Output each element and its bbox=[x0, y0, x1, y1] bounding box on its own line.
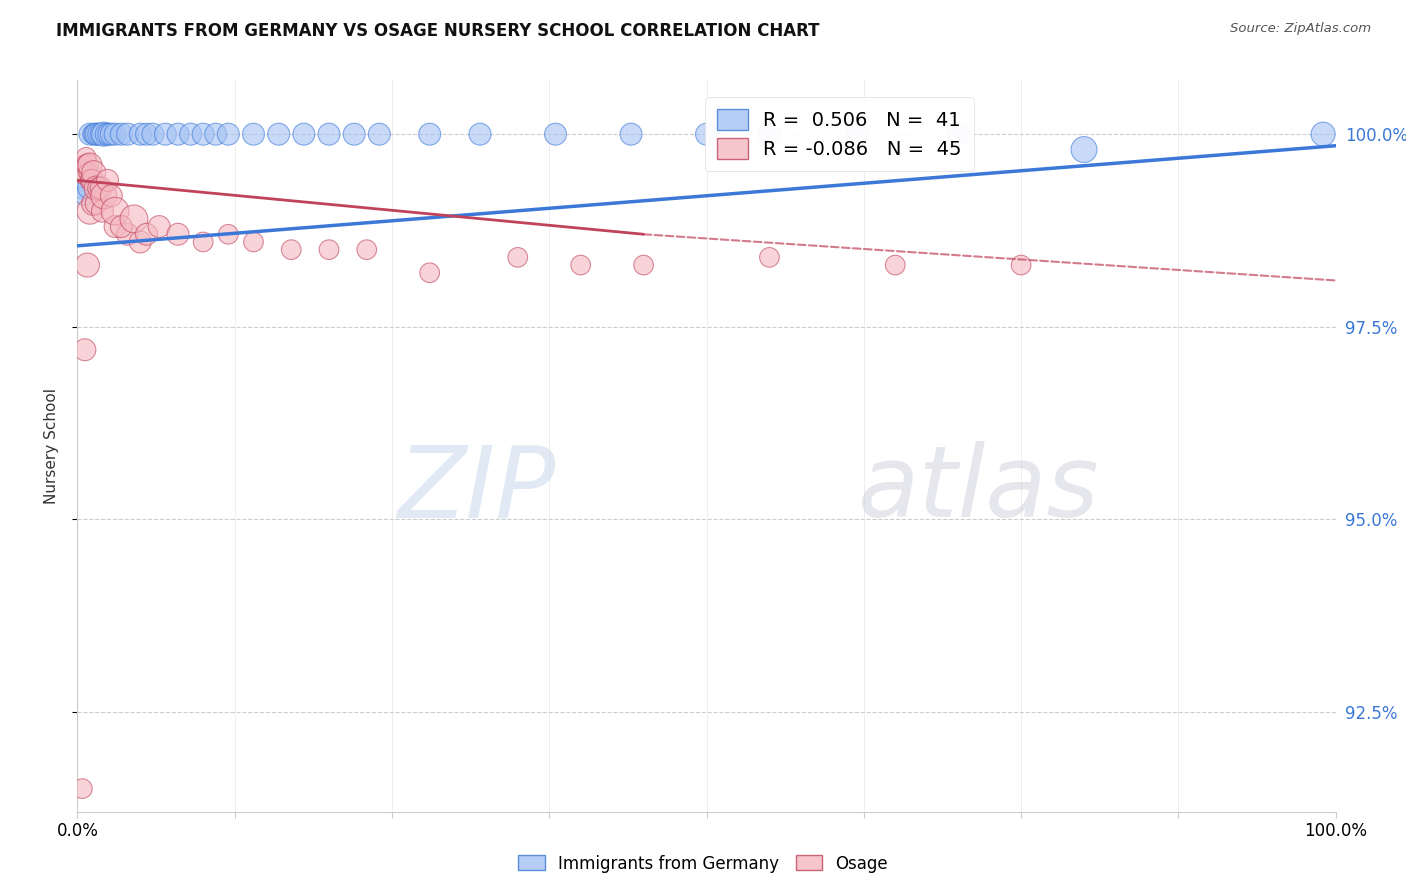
Point bbox=[83, 166, 105, 180]
Point bbox=[104, 204, 127, 219]
Point bbox=[155, 127, 177, 141]
Point bbox=[135, 227, 157, 242]
Point bbox=[242, 127, 264, 141]
Point bbox=[356, 243, 378, 257]
Point bbox=[84, 127, 107, 141]
Point bbox=[368, 127, 391, 141]
Point bbox=[76, 181, 98, 195]
Point bbox=[72, 158, 94, 172]
Point bbox=[419, 266, 441, 280]
Legend: Immigrants from Germany, Osage: Immigrants from Germany, Osage bbox=[512, 848, 894, 880]
Point bbox=[100, 127, 122, 141]
Point bbox=[84, 181, 107, 195]
Point bbox=[167, 127, 190, 141]
Point bbox=[73, 166, 96, 180]
Point bbox=[79, 204, 101, 219]
Point bbox=[468, 127, 491, 141]
Point bbox=[96, 173, 118, 187]
Point bbox=[191, 127, 215, 141]
Point bbox=[93, 127, 115, 141]
Point bbox=[948, 127, 970, 141]
Point bbox=[100, 188, 122, 202]
Point bbox=[884, 258, 907, 272]
Point bbox=[104, 127, 127, 141]
Point bbox=[72, 181, 94, 195]
Point bbox=[267, 127, 290, 141]
Point bbox=[318, 243, 340, 257]
Point bbox=[419, 127, 441, 141]
Point bbox=[142, 127, 165, 141]
Point bbox=[129, 235, 152, 249]
Point bbox=[318, 127, 340, 141]
Point bbox=[129, 127, 152, 141]
Point bbox=[93, 188, 115, 202]
Text: atlas: atlas bbox=[858, 442, 1099, 539]
Point bbox=[84, 196, 107, 211]
Point bbox=[1312, 127, 1334, 141]
Point bbox=[90, 127, 112, 141]
Point bbox=[104, 219, 127, 234]
Text: IMMIGRANTS FROM GERMANY VS OSAGE NURSERY SCHOOL CORRELATION CHART: IMMIGRANTS FROM GERMANY VS OSAGE NURSERY… bbox=[56, 22, 820, 40]
Point bbox=[82, 173, 104, 187]
Point bbox=[77, 166, 100, 180]
Point bbox=[90, 181, 112, 195]
Point bbox=[73, 343, 96, 357]
Point bbox=[117, 227, 139, 242]
Point bbox=[180, 127, 202, 141]
Point bbox=[135, 127, 157, 141]
Point bbox=[73, 188, 96, 202]
Point bbox=[846, 127, 869, 141]
Point bbox=[110, 219, 132, 234]
Point bbox=[204, 127, 226, 141]
Y-axis label: Nursery School: Nursery School bbox=[44, 388, 59, 504]
Point bbox=[83, 196, 105, 211]
Point bbox=[80, 173, 103, 187]
Point bbox=[242, 235, 264, 249]
Point bbox=[292, 127, 315, 141]
Point bbox=[117, 127, 139, 141]
Point bbox=[70, 166, 93, 180]
Point bbox=[343, 127, 366, 141]
Point bbox=[217, 127, 239, 141]
Point bbox=[96, 127, 118, 141]
Legend: R =  0.506   N =  41, R = -0.086   N =  45: R = 0.506 N = 41, R = -0.086 N = 45 bbox=[706, 97, 973, 170]
Point bbox=[758, 251, 780, 265]
Point bbox=[1073, 143, 1095, 157]
Point bbox=[696, 127, 718, 141]
Point bbox=[544, 127, 567, 141]
Point bbox=[506, 251, 529, 265]
Point bbox=[79, 127, 101, 141]
Point bbox=[122, 211, 145, 226]
Point bbox=[1010, 258, 1032, 272]
Point bbox=[76, 158, 98, 172]
Point bbox=[84, 127, 107, 141]
Point bbox=[620, 127, 643, 141]
Point bbox=[110, 127, 132, 141]
Point bbox=[167, 227, 190, 242]
Point bbox=[758, 127, 780, 141]
Point bbox=[79, 158, 101, 172]
Point bbox=[72, 781, 94, 796]
Point bbox=[217, 227, 239, 242]
Point bbox=[97, 127, 120, 141]
Point bbox=[87, 127, 110, 141]
Point bbox=[633, 258, 655, 272]
Point bbox=[569, 258, 592, 272]
Point bbox=[191, 235, 215, 249]
Point bbox=[148, 219, 170, 234]
Point bbox=[82, 127, 104, 141]
Point bbox=[87, 181, 110, 195]
Point bbox=[280, 243, 302, 257]
Point bbox=[75, 150, 97, 164]
Point bbox=[76, 258, 98, 272]
Text: Source: ZipAtlas.com: Source: ZipAtlas.com bbox=[1230, 22, 1371, 36]
Text: ZIP: ZIP bbox=[398, 442, 555, 539]
Point bbox=[91, 204, 114, 219]
